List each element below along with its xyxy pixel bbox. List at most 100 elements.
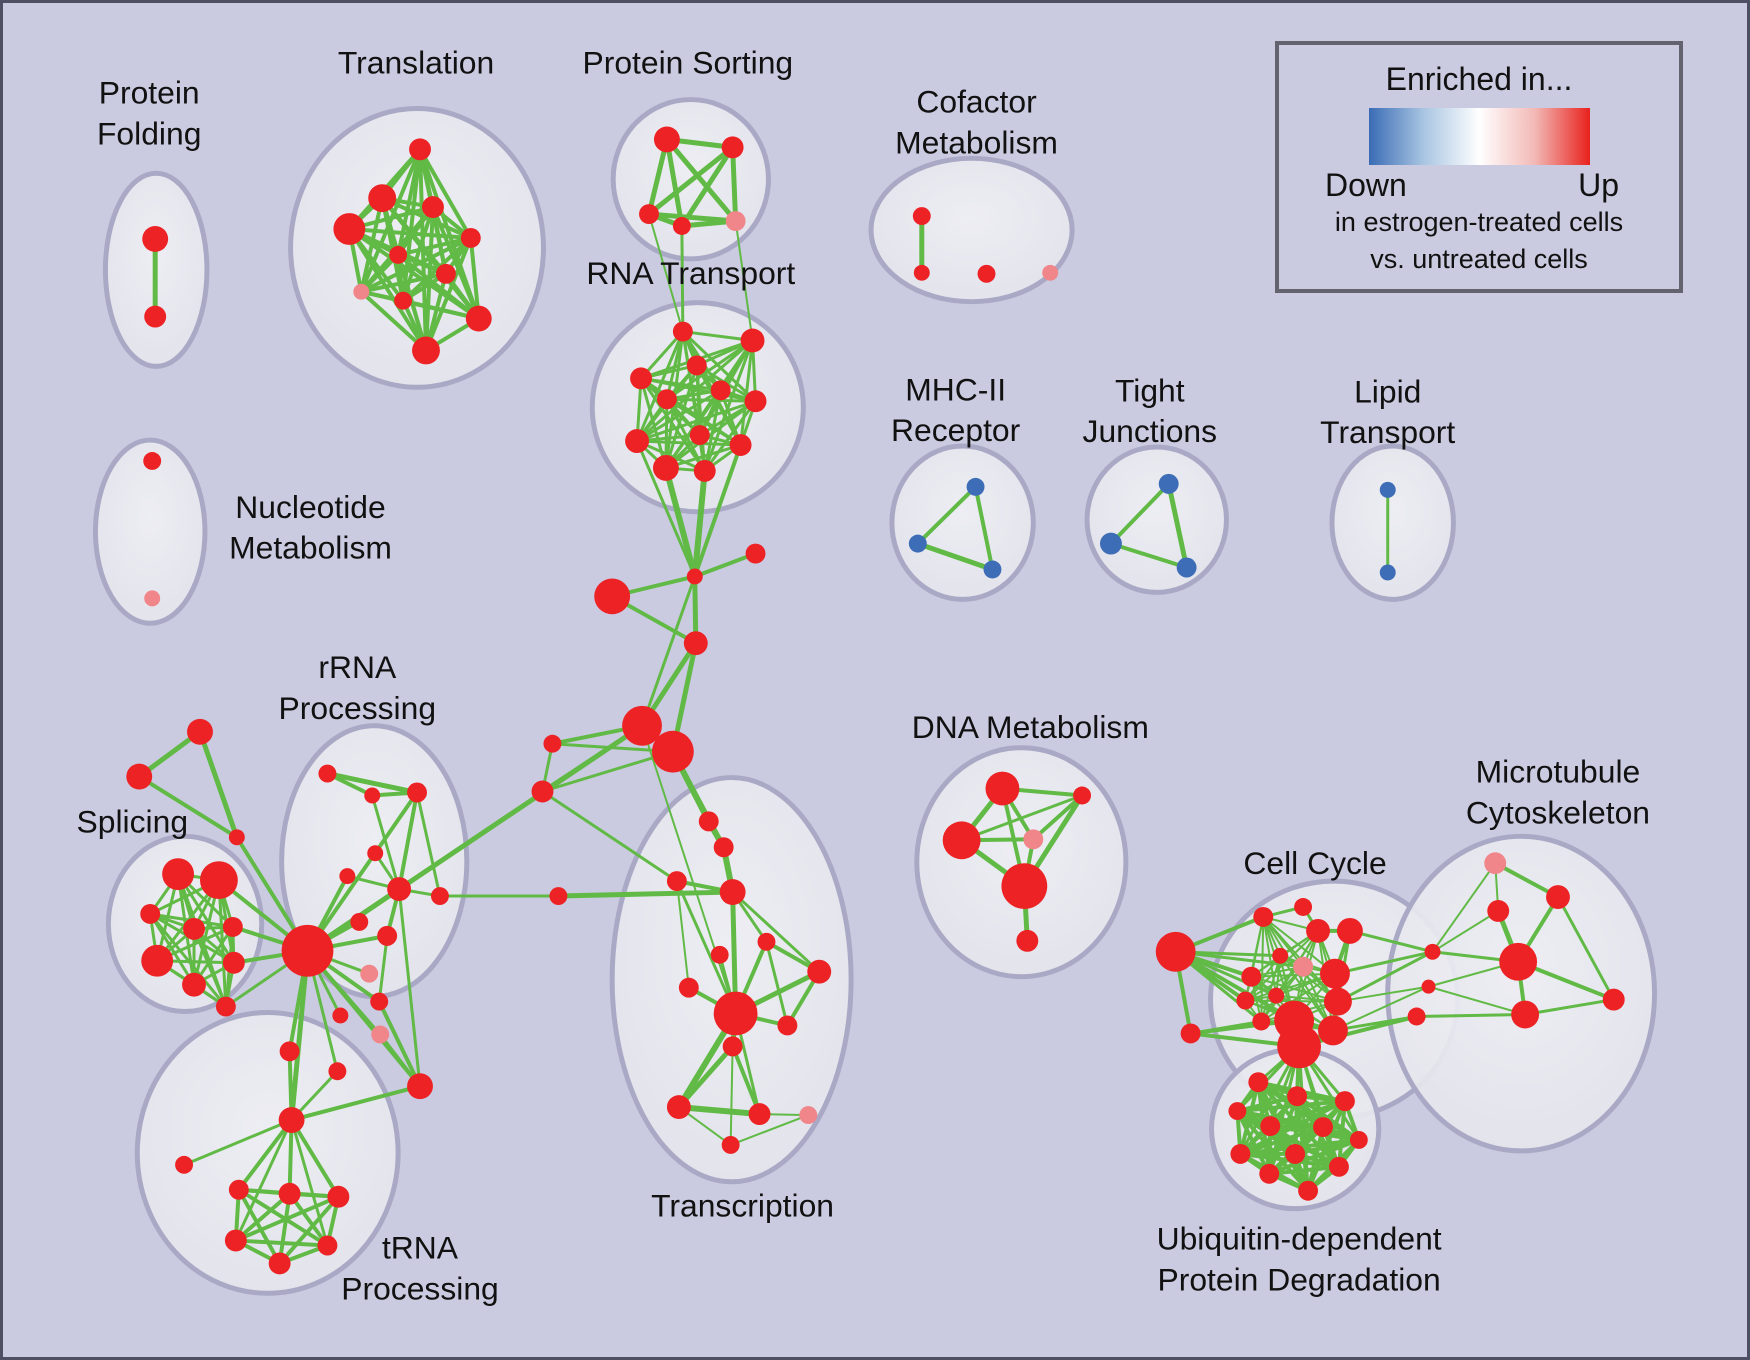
gene-set-node-MT1: [1484, 852, 1507, 875]
gene-set-node-M9: [549, 887, 568, 906]
edge-TC11-TC12: [676, 1043, 736, 1110]
legend-down-label: Down: [1325, 167, 1407, 203]
edge-MH1-MH2: [915, 484, 978, 546]
edge-RT8-RT10: [635, 439, 743, 447]
cluster-label-protein-sorting-line1: Protein Sorting: [583, 45, 794, 81]
edge-TC12-TC13: [675, 1104, 763, 1118]
edge-T5-T6: [396, 235, 473, 257]
gene-set-node-TN1: [228, 1179, 249, 1200]
gene-set-node-T2: [368, 184, 397, 213]
edge-CC1-CC9: [1174, 950, 1305, 969]
gene-set-node-CF3: [977, 264, 996, 283]
legend-box: Enriched in... Down Up in estrogen-treat…: [1275, 41, 1683, 293]
edge-R16-TN0: [182, 1118, 294, 1167]
edge-TC11-TC13: [730, 1044, 762, 1117]
legend-gradient-bar: [1368, 108, 1590, 165]
gene-set-node-RT10: [729, 434, 752, 456]
gene-set-node-TC11: [722, 1036, 743, 1057]
gene-set-node-DM2: [1073, 786, 1092, 805]
legend-title: Enriched in...: [1385, 61, 1573, 97]
edge-PS2-PS4: [679, 144, 736, 229]
gene-set-node-MT5: [1602, 988, 1625, 1011]
gene-set-node-SP_t2: [126, 763, 153, 790]
gene-set-node-CC14: [1252, 1012, 1271, 1031]
edge-CC13-MJ2: [1336, 985, 1430, 1003]
edge-R16-TN3: [289, 1118, 341, 1199]
gene-set-node-TC4: [719, 879, 746, 906]
gene-set-node-UB10: [1328, 1156, 1349, 1177]
gene-set-node-SP7: [182, 972, 206, 997]
edge-RT4-RT7: [639, 376, 758, 403]
edge-MJ3-MT6: [1415, 1013, 1527, 1019]
gene-set-node-MH2: [908, 534, 927, 553]
gene-set-node-TN2: [278, 1182, 301, 1205]
legend-subline-1: in estrogen-treated cells: [1334, 207, 1624, 237]
cluster-label-rrna-processing-line2: Processing: [279, 690, 437, 726]
edge-T4-T11: [347, 227, 428, 353]
edge-PS1-PS4: [664, 136, 685, 229]
gene-set-node-TC13: [748, 1103, 771, 1126]
gene-set-node-UB3: [1334, 1091, 1355, 1112]
gene-set-node-LP2: [1379, 564, 1396, 581]
gene-set-node-UB12: [1298, 1180, 1319, 1201]
gene-set-node-PF1: [142, 226, 169, 252]
edge-M8-TC3: [540, 790, 679, 883]
edge-TN3-TN6: [277, 1194, 341, 1266]
gene-set-node-UB9: [1285, 1143, 1306, 1164]
cluster-label-protein-folding-line2: Folding: [97, 115, 201, 151]
edge-M8-M6: [540, 750, 675, 793]
edge-RT7-RT12: [703, 399, 758, 473]
edge-TC11-TC15: [729, 1045, 734, 1146]
gene-set-node-MH3: [983, 560, 1002, 579]
gene-set-node-R9: [360, 964, 379, 983]
gene-set-node-DM5: [1001, 863, 1048, 909]
gene-set-node-TJ3: [1176, 557, 1197, 578]
edge-SP_t1-SPj: [197, 729, 240, 840]
gene-set-node-CC4: [1294, 898, 1313, 916]
edge-T9-T10: [401, 298, 481, 321]
gene-set-node-MT4: [1499, 942, 1538, 981]
edge-R6-R13: [397, 887, 422, 1088]
gene-set-node-MJ2: [1421, 979, 1436, 994]
edge-MT2-MT5: [1556, 895, 1616, 1002]
gene-set-node-SPj: [228, 829, 245, 846]
gene-set-node-MT3: [1487, 900, 1510, 922]
gene-set-node-CC11: [1236, 991, 1255, 1010]
edge-TJ1-TJ2: [1108, 481, 1171, 546]
gene-set-node-TJ1: [1158, 473, 1179, 494]
edge-R10-R13: [377, 999, 423, 1089]
legend-endpoints: Down Up: [1279, 165, 1679, 204]
edge-T6-T10: [396, 252, 481, 321]
gene-set-node-SP3: [140, 904, 161, 924]
edge-CC6-MJ1: [1348, 929, 1435, 954]
edge-TN4-TN5: [233, 1238, 330, 1248]
gene-set-node-MJ1: [1424, 943, 1441, 960]
edge-T5-T10: [468, 235, 481, 321]
gene-set-node-UB2: [1287, 1086, 1308, 1107]
edge-MH2-MH3: [915, 541, 995, 572]
cluster-ellipse-cofactor-metabolism: [868, 155, 1075, 305]
gene-set-node-R11: [332, 1007, 349, 1024]
gene-set-node-M8: [531, 780, 554, 803]
gene-set-node-T1: [409, 138, 431, 161]
gene-set-node-M6: [651, 730, 694, 773]
edge-CC10-MJ1: [1333, 950, 1435, 976]
cluster-label-nucleotide-metabolism-line2: Metabolism: [229, 530, 392, 566]
edge-T7-T8: [359, 271, 448, 294]
edge-R16-TN1: [236, 1118, 294, 1192]
edge-UB10-UB11: [1267, 1164, 1341, 1176]
edge-R16-TN5: [290, 1118, 329, 1247]
gene-set-node-T9: [394, 291, 413, 310]
cluster-label-rna-transport-line1: RNA Transport: [586, 255, 795, 291]
gene-set-node-DM6: [1016, 929, 1039, 952]
edge-PS5-RT2: [734, 220, 754, 342]
gene-set-node-RT6: [656, 389, 677, 410]
gene-set-node-MH1: [966, 477, 985, 496]
label-layer: Protein Folding Translation Protein Sorting…: [77, 45, 1650, 1307]
edge-CC13-MJ1: [1336, 950, 1435, 1004]
gene-set-node-R8: [377, 925, 398, 946]
network-svg: Protein Folding Translation Protein Sorting…: [77, 45, 1658, 1307]
gene-set-node-PS1: [653, 126, 680, 153]
gene-set-node-R14: [328, 1062, 347, 1081]
gene-set-node-PS4: [672, 217, 691, 235]
